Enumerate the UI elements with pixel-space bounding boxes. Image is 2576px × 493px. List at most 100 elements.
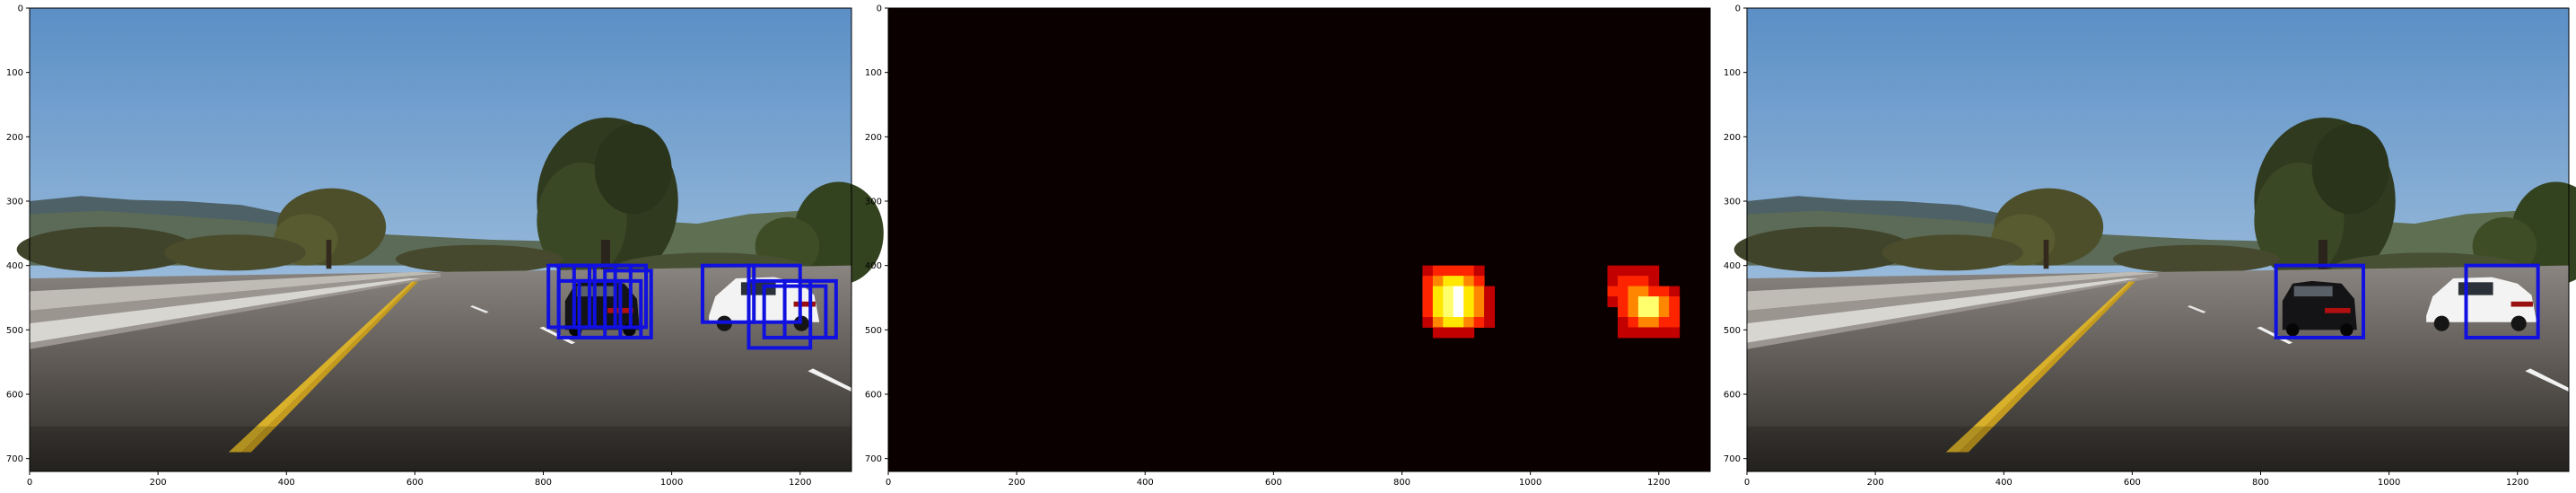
heat-cell — [1422, 296, 1434, 308]
detection-box — [2464, 263, 2540, 339]
heat-cell — [1432, 317, 1444, 328]
heat-cell — [1443, 317, 1454, 328]
x-tick-label: 200 — [150, 478, 167, 488]
heat-cell — [1669, 317, 1681, 328]
heat-cell — [1432, 327, 1444, 339]
heat-cell — [1628, 317, 1639, 328]
axes-frame — [887, 7, 1711, 472]
heat-cell — [1453, 276, 1464, 287]
heat-cell — [1453, 286, 1464, 297]
y-tick-label: 200 — [865, 133, 882, 143]
heat-cell — [1443, 286, 1454, 297]
y-tick-label: 100 — [865, 68, 882, 78]
heat-cell — [1432, 306, 1444, 318]
heat-cell — [1648, 327, 1660, 339]
heat-cell — [1432, 286, 1444, 297]
x-tick-label: 0 — [27, 478, 32, 488]
heat-cell — [1648, 286, 1660, 297]
road-photo — [1733, 8, 2576, 471]
heat-cell — [1453, 265, 1464, 277]
heat-cell — [1648, 276, 1660, 287]
heat-cell — [1422, 276, 1434, 287]
heat-cell — [1432, 265, 1444, 277]
y-tick-label: 0 — [877, 4, 882, 14]
y-tick-label: 500 — [6, 326, 23, 336]
heat-cell — [1453, 306, 1464, 318]
heat-cell — [1637, 265, 1649, 277]
x-tick-label: 800 — [535, 478, 552, 488]
y-tick-label: 100 — [6, 68, 23, 78]
heat-cell — [1637, 327, 1649, 339]
y-tick-label: 0 — [1735, 4, 1741, 14]
heat-cell — [1637, 296, 1649, 308]
heat-cell — [1422, 306, 1434, 318]
result-panel: 0 200 400 600 800 1000 1200 0 100 200 300 400 500 600… — [1724, 4, 2576, 488]
y-tick-label: 600 — [6, 391, 23, 401]
y-tick-label: 200 — [6, 133, 23, 143]
y-tick-label: 300 — [865, 198, 882, 207]
x-tick-label: 600 — [2124, 478, 2141, 488]
heat-cell — [1669, 306, 1681, 318]
y-tick-label: 400 — [6, 261, 23, 271]
x-tick-label: 1000 — [2378, 478, 2400, 488]
heat-cell — [1607, 296, 1619, 308]
heatmap-background — [888, 8, 1710, 471]
x-tick-label: 0 — [1744, 478, 1750, 488]
heat-cell — [1617, 317, 1629, 328]
y-tick-label: 700 — [6, 454, 23, 464]
heat-cell — [1463, 296, 1475, 308]
heat-cell — [1617, 276, 1629, 287]
heat-cell — [1617, 265, 1629, 277]
heat-cell — [1648, 306, 1660, 318]
y-tick-label: 600 — [865, 391, 882, 401]
y-tick-label: 0 — [18, 4, 23, 14]
heat-cell — [1484, 317, 1496, 328]
heat-cell — [1463, 317, 1475, 328]
heat-cell — [1443, 265, 1454, 277]
detection-box — [2274, 263, 2365, 339]
heat-cell — [1484, 296, 1496, 308]
heat-cell — [1628, 276, 1639, 287]
heat-cell — [1628, 286, 1639, 297]
heat-cell — [1628, 306, 1639, 318]
x-tick-label: 400 — [278, 478, 295, 488]
detection-box — [747, 278, 813, 350]
heat-cell — [1473, 286, 1485, 297]
heat-cell — [1637, 306, 1649, 318]
ticks: 0 200 400 600 800 1000 1200 0 100 200 300 400 500 600… — [865, 4, 1671, 489]
heat-cell — [1637, 276, 1649, 287]
heat-cell — [1628, 265, 1639, 277]
heat-cell — [1617, 327, 1629, 339]
heat-cell — [1637, 286, 1649, 297]
x-tick-label: 1000 — [660, 478, 683, 488]
x-tick-label: 200 — [1009, 478, 1026, 488]
plot-area — [1733, 8, 2576, 471]
heat-cell — [1463, 306, 1475, 318]
x-tick-label: 800 — [1393, 478, 1410, 488]
x-tick-label: 1200 — [1647, 478, 1670, 488]
y-tick-label: 400 — [1724, 261, 1741, 271]
y-tick-label: 200 — [1724, 133, 1741, 143]
plot-area — [888, 8, 1710, 471]
plot-area — [16, 8, 884, 471]
heat-cell — [1432, 276, 1444, 287]
heat-cell — [1453, 327, 1464, 339]
y-tick-label: 300 — [6, 198, 23, 207]
heat-cell — [1658, 317, 1670, 328]
heat-cell — [1453, 296, 1464, 308]
heat-cell — [1658, 296, 1670, 308]
x-tick-label: 800 — [2252, 478, 2269, 488]
detections-panel: 0 200 400 600 800 1000 12000100200300400500600… — [6, 4, 884, 488]
heat-cell — [1463, 276, 1475, 287]
heat-cell — [1422, 317, 1434, 328]
heat-cell — [1607, 286, 1619, 297]
heat-cell — [1648, 265, 1660, 277]
detection-box — [588, 263, 649, 330]
heat-cell — [1484, 306, 1496, 318]
heat-cell — [1453, 317, 1464, 328]
heat-cell — [1463, 327, 1475, 339]
detection-box — [700, 263, 756, 324]
heat-cell — [1669, 296, 1681, 308]
heat-cell — [1658, 327, 1670, 339]
x-tick-label: 1000 — [1519, 478, 1541, 488]
